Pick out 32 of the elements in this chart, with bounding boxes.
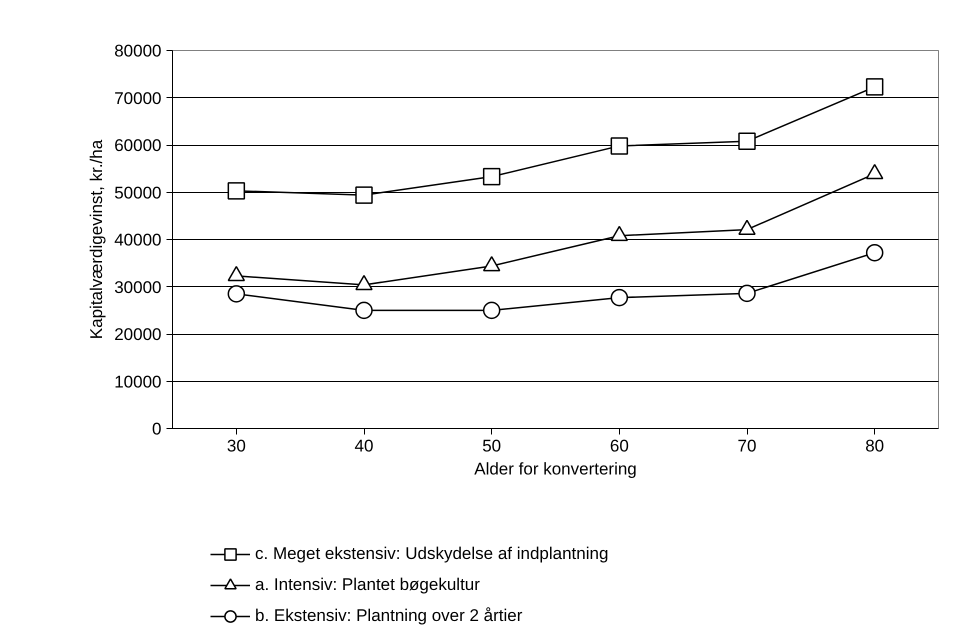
y-tick-label: 40000 <box>114 230 162 250</box>
y-tick-label: 70000 <box>114 88 162 108</box>
y-tick-label: 80000 <box>114 42 162 60</box>
point <box>738 284 756 302</box>
point <box>355 302 373 320</box>
x-tick-label: 40 <box>354 436 374 456</box>
point <box>866 244 884 262</box>
y-tick-label: 0 <box>152 420 162 438</box>
point <box>866 78 884 96</box>
x-tick-label: 80 <box>865 436 884 456</box>
x-tick-label: 60 <box>610 436 629 456</box>
y-axis-title: Kapitalværdigevinst, kr./ha <box>87 139 106 340</box>
y-tick-label: 20000 <box>114 325 162 344</box>
x-tick-label: 30 <box>226 436 246 456</box>
y-tick-label: 10000 <box>114 372 162 392</box>
x-axis-title: Alder for konvertering <box>474 460 637 478</box>
x-tick-label: 50 <box>482 436 502 456</box>
legend-label: b. Ekstensiv: Plantning over 2 årtier <box>255 605 522 627</box>
y-tick-label: 30000 <box>114 278 162 297</box>
point <box>610 288 628 306</box>
y-tick-label: 50000 <box>114 183 162 202</box>
point <box>228 285 246 303</box>
point <box>355 186 373 204</box>
x-tick-label: 70 <box>738 436 756 456</box>
legend-label: a. Intensiv: Plantet bøgekultur <box>255 574 480 596</box>
point <box>610 137 628 155</box>
point <box>228 182 246 200</box>
point <box>482 168 500 186</box>
point <box>738 132 756 150</box>
point <box>482 302 500 320</box>
legend-label: c. Meget ekstensiv: Udskydelse af indplantning <box>255 543 608 565</box>
y-tick-label: 60000 <box>114 136 162 155</box>
